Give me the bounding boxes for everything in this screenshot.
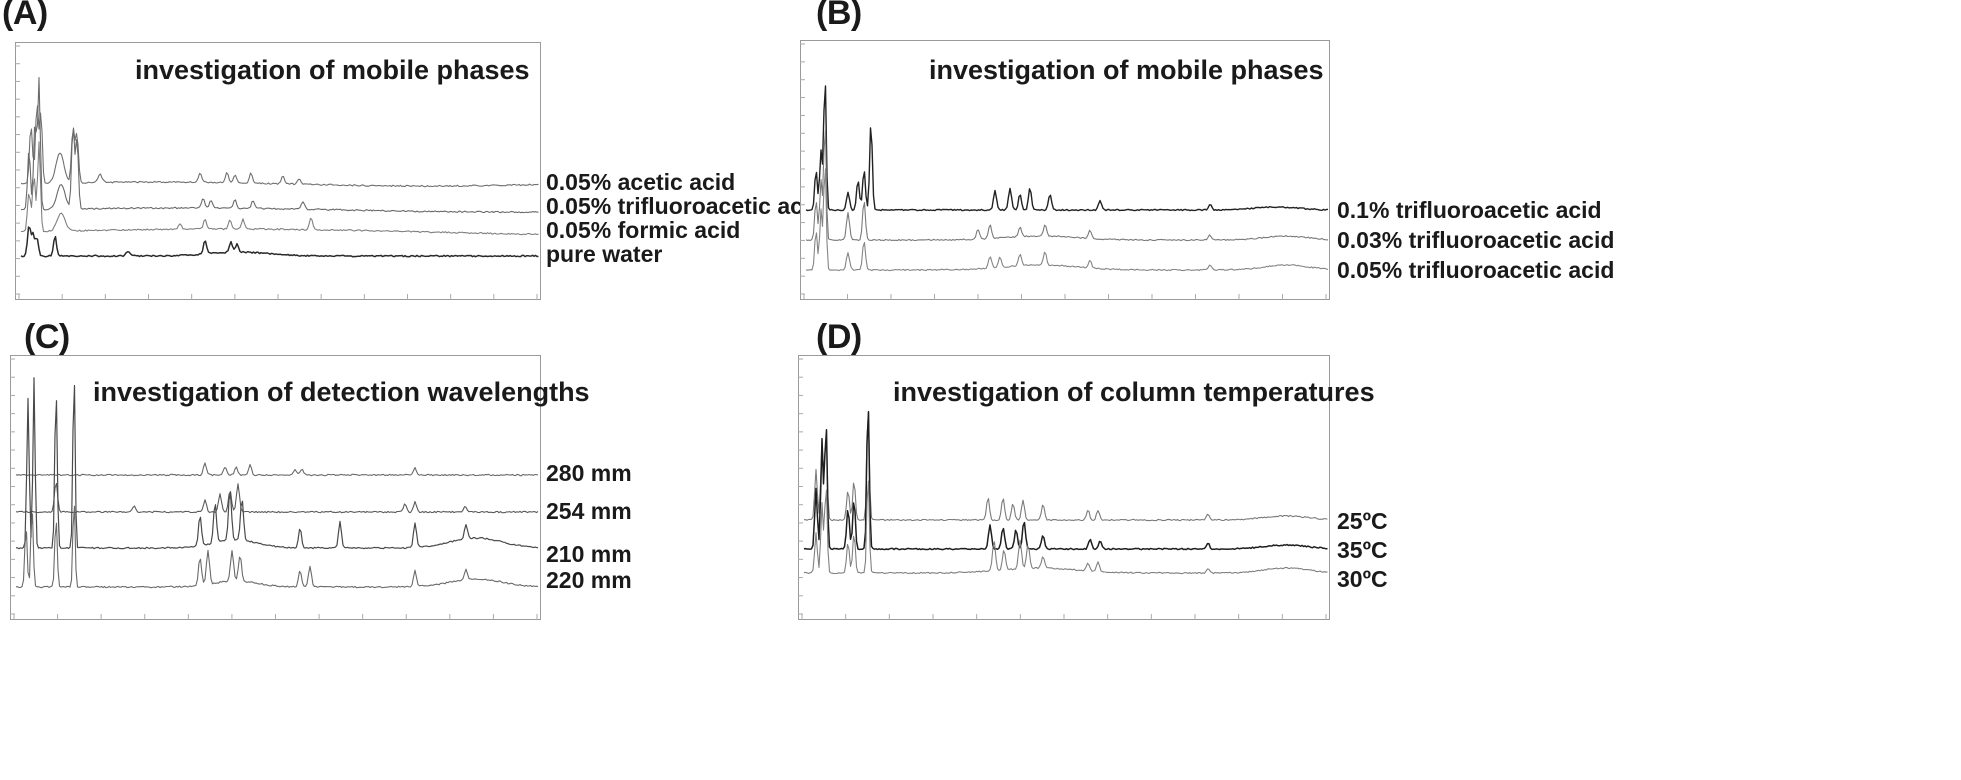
series-line-d-2 [803,480,1328,575]
series-label-a-1: 0.05% trifluoroacetic acid [546,193,824,219]
chromatogram-c [10,358,539,620]
series-label-b-2: 0.05% trifluoroacetic acid [1337,257,1615,283]
series-line-b-2 [805,168,1329,272]
plot-frame-d [798,355,1330,620]
series-label-b-1: 0.03% trifluoroacetic acid [1337,227,1615,253]
series-label-a-2: 0.05% formic acid [546,217,741,243]
panel-letter-a: (A) [2,0,48,32]
series-label-c-2: 210 mm [546,541,632,567]
series-line-a-3 [20,226,539,258]
series-line-c-3 [15,505,539,589]
panel-letter-d: (D) [816,318,862,356]
series-label-b-0: 0.1% trifluoroacetic acid [1337,197,1602,223]
series-line-d-1 [803,411,1328,551]
chart-title-a: investigation of mobile phases [135,55,530,85]
series-line-b-1 [805,129,1329,242]
series-label-d-2: 30ºC [1337,566,1388,592]
series-label-c-1: 254 mm [546,498,632,524]
series-label-c-3: 220 mm [546,567,632,593]
chromatogram-d [798,358,1328,620]
panel-letter-b: (B) [816,0,862,32]
series-line-c-2 [15,377,539,550]
series-label-d-1: 35ºC [1337,537,1388,563]
chart-title-d: investigation of column temperatures [893,377,1375,407]
panel-letter-c: (C) [24,318,70,356]
chromatogram-b [800,43,1329,300]
series-label-a-3: pure water [546,241,663,267]
series-line-d-0 [804,410,1328,522]
series-line-a-2 [20,141,539,236]
chromatogram-a [15,45,539,300]
series-label-d-0: 25ºC [1337,508,1388,534]
series-line-c-0 [15,462,539,477]
series-line-b-0 [805,85,1328,212]
series-line-a-1 [20,77,539,214]
series-line-c-1 [15,482,539,514]
plot-frame-a [15,42,541,300]
plot-frame-b [800,40,1330,300]
series-label-c-0: 280 mm [546,460,632,486]
chart-title-b: investigation of mobile phases [929,55,1324,85]
series-line-a-0 [20,105,539,188]
chart-title-c: investigation of detection wavelengths [93,377,590,407]
series-label-a-0: 0.05% acetic acid [546,169,736,195]
